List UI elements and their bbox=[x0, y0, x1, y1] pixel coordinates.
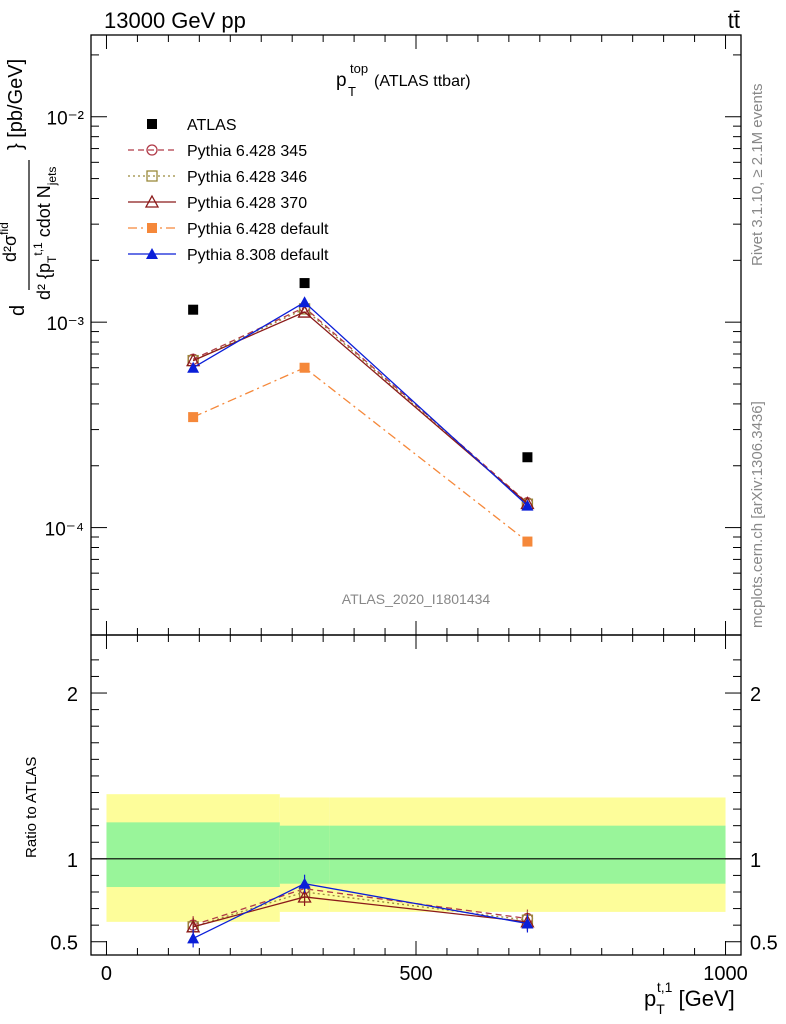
series-line bbox=[192, 366, 528, 543]
ratio-tick-label-right: 0.5 bbox=[750, 933, 778, 955]
data-point bbox=[188, 412, 199, 423]
ratio-point bbox=[187, 932, 200, 944]
y-tick-label: 10⁻⁴ bbox=[45, 520, 84, 541]
legend-label: Pythia 8.308 default bbox=[187, 247, 329, 264]
legend-marker bbox=[146, 248, 158, 259]
analysis-label: ATLAS_2020_I1801434 bbox=[342, 591, 491, 607]
ratio-tick-label-right: 1 bbox=[750, 850, 761, 872]
legend-marker bbox=[146, 170, 158, 182]
data-point bbox=[297, 304, 312, 318]
upper-series bbox=[187, 301, 534, 509]
data-point bbox=[521, 499, 534, 511]
ratio-series bbox=[187, 874, 534, 948]
data-point bbox=[187, 361, 200, 373]
legend-marker bbox=[147, 223, 157, 233]
upper-series bbox=[186, 304, 535, 510]
data-point bbox=[188, 304, 199, 315]
upper-series bbox=[187, 303, 534, 510]
ratio-tick-label: 1 bbox=[67, 850, 78, 872]
ratio-inner-band bbox=[329, 825, 726, 884]
data-point bbox=[522, 536, 533, 547]
x-tick-label: 1000 bbox=[703, 963, 748, 985]
mcplots-label: mcplots.cern.ch [arXiv:1306.3436] bbox=[749, 401, 766, 628]
lower-y-axis-label: Ratio to ATLAS bbox=[23, 757, 40, 858]
ratio-bands bbox=[91, 794, 741, 922]
data-point bbox=[298, 296, 311, 308]
ratio-tick-label: 0.5 bbox=[50, 933, 78, 955]
ratio-tick-label-right: 2 bbox=[750, 684, 761, 706]
ratio-point bbox=[297, 889, 312, 903]
series-line bbox=[192, 301, 528, 507]
ratio-inner-band bbox=[279, 825, 330, 884]
header-left-label: 13000 GeV pp bbox=[104, 8, 246, 33]
series-line bbox=[192, 311, 528, 504]
upper-series bbox=[188, 278, 533, 463]
series-layer bbox=[186, 278, 535, 948]
title-sub: T bbox=[348, 84, 356, 99]
y-tick-label: 10⁻³ bbox=[47, 314, 85, 335]
legend-label: ATLAS bbox=[187, 117, 237, 134]
x-tick-label: 500 bbox=[399, 963, 432, 985]
svg-text:d² {pTt,1 cdot Njets: d² {pTt,1 cdot Njets bbox=[31, 167, 59, 300]
svg-text:} [pb/GeV]: } [pb/GeV] bbox=[5, 59, 27, 150]
legend-marker bbox=[146, 144, 158, 156]
legend-label: Pythia 6.428 346 bbox=[187, 169, 307, 186]
rivet-label: Rivet 3.1.10, ≥ 2.1M events bbox=[749, 84, 766, 267]
legend-label: Pythia 6.428 345 bbox=[187, 143, 307, 160]
x-tick-label: 0 bbox=[101, 963, 112, 985]
upper-series bbox=[188, 362, 533, 547]
upper-y-axis-label: d d²σfid d² {pTt,1 cdot Njets } [pb/GeV] bbox=[0, 59, 59, 316]
legend-label: Pythia 6.428 default bbox=[187, 221, 329, 238]
legend-marker bbox=[144, 194, 160, 208]
title-rest: (ATLAS ttbar) bbox=[374, 73, 471, 90]
axis-ticks: 0 500 1000 10⁻² 10⁻³ 10⁻⁴ 2 2 1 1 0.5 0.5 bbox=[45, 35, 778, 985]
ratio-point bbox=[521, 917, 534, 929]
plot-title: p top T (ATLAS ttbar) bbox=[336, 61, 471, 99]
ratio-tick-label: 2 bbox=[67, 684, 78, 706]
title-sup: top bbox=[350, 61, 368, 76]
data-point bbox=[522, 452, 533, 463]
svg-text:d²σfid: d²σfid bbox=[0, 222, 20, 262]
data-point bbox=[299, 362, 310, 373]
y-tick-label: 10⁻² bbox=[47, 109, 85, 130]
upper-series bbox=[187, 296, 534, 511]
legend: ATLAS Pythia 6.428 345 Pythia 6.428 346 Pyt… bbox=[128, 117, 329, 264]
svg-text:d: d bbox=[7, 305, 29, 316]
legend-label: Pythia 6.428 370 bbox=[187, 195, 307, 212]
ratio-inner-band bbox=[106, 822, 280, 888]
data-point bbox=[299, 278, 310, 289]
header-right-label: tt̄ bbox=[728, 8, 740, 33]
ratio-point bbox=[298, 877, 311, 889]
title-main: p bbox=[336, 70, 347, 91]
legend-marker bbox=[147, 119, 157, 129]
